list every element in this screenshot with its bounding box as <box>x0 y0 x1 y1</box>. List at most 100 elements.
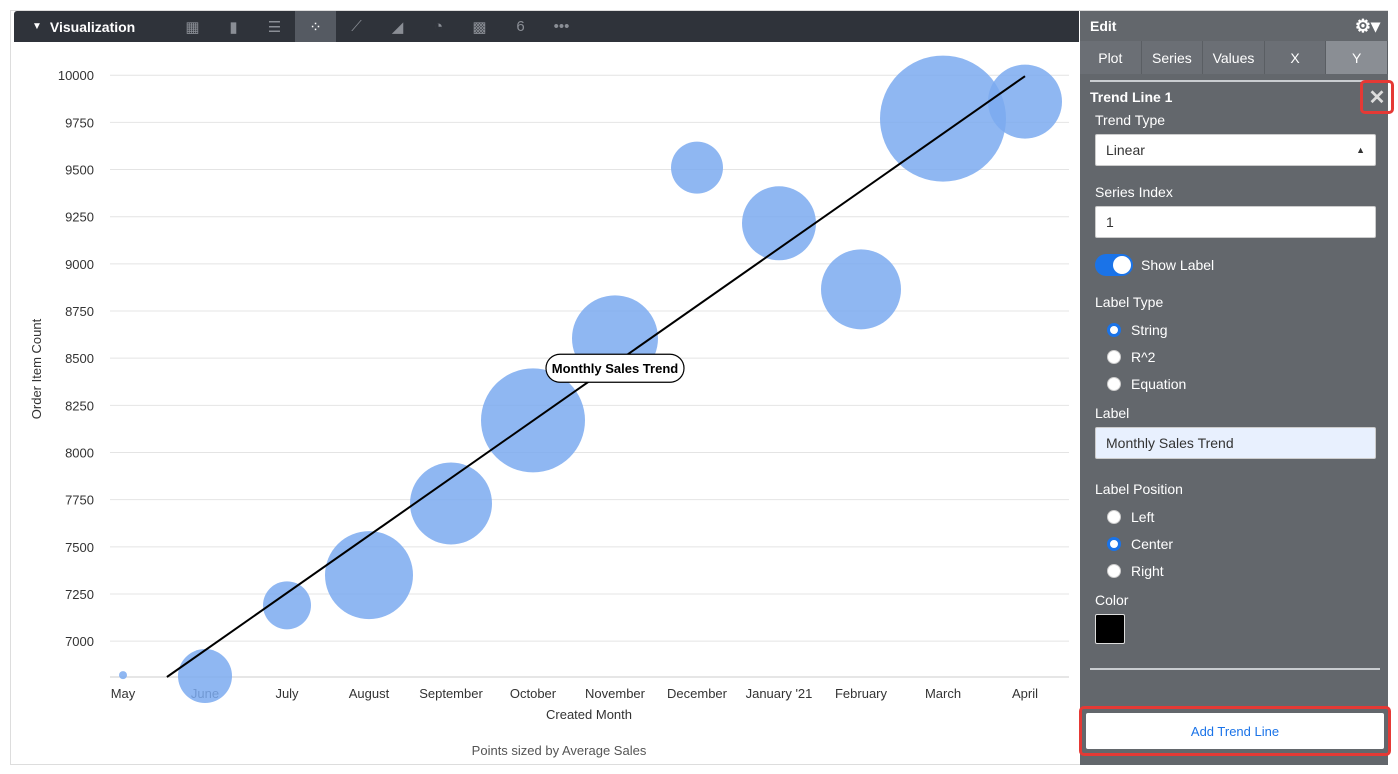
radio-label: Right <box>1131 562 1164 579</box>
trend-type-value: Linear <box>1106 142 1145 158</box>
scatter-chart-icon[interactable]: ⁘ <box>295 11 336 42</box>
label-type-label: Label Type <box>1095 294 1164 310</box>
y-tick-label: 8000 <box>65 446 94 461</box>
divider <box>1090 668 1380 670</box>
tab-y[interactable]: Y <box>1326 41 1388 74</box>
bubble[interactable] <box>410 462 492 545</box>
map-icon[interactable]: ▩ <box>472 18 487 36</box>
x-tick-label: October <box>510 686 557 701</box>
label-position-label: Label Position <box>1095 481 1183 497</box>
radio-button[interactable] <box>1107 509 1121 524</box>
bar-chart-icon[interactable]: ☰ <box>267 18 282 36</box>
radio-equation[interactable]: Equation <box>1080 370 1388 397</box>
radio-button[interactable] <box>1107 349 1121 364</box>
show-label-toggle[interactable] <box>1095 254 1133 276</box>
bubble[interactable] <box>178 649 232 704</box>
radio-right[interactable]: Right <box>1080 557 1388 584</box>
tab-series[interactable]: Series <box>1142 41 1204 74</box>
label-value: Monthly Sales Trend <box>1106 435 1234 451</box>
show-label-text: Show Label <box>1141 257 1215 273</box>
x-tick-label: December <box>667 686 728 701</box>
trend-label: Monthly Sales Trend <box>552 361 678 376</box>
bubble[interactable] <box>263 581 311 630</box>
radio-button[interactable] <box>1107 563 1121 578</box>
x-axis-title: Created Month <box>546 707 632 722</box>
trend-line-title: Trend Line 1 <box>1090 89 1173 105</box>
y-axis-title: Order Item Count <box>29 318 44 419</box>
bubble[interactable] <box>119 671 127 680</box>
tab-x[interactable]: X <box>1265 41 1327 74</box>
pie-chart-icon[interactable]: ◔ <box>433 18 444 35</box>
remove-trend-line-button[interactable]: ✕ <box>1360 80 1394 114</box>
radio-label: Left <box>1131 508 1155 525</box>
color-label: Color <box>1095 592 1129 608</box>
add-trend-line-button[interactable]: Add Trend Line <box>1086 713 1384 749</box>
visualization-title: Visualization <box>49 18 136 35</box>
bubble[interactable] <box>671 141 723 194</box>
series-index-value: 1 <box>1106 214 1114 230</box>
color-swatch[interactable] <box>1095 614 1125 644</box>
bubble[interactable] <box>988 64 1062 139</box>
radio-label: Center <box>1131 535 1174 552</box>
radio-r2[interactable]: R^2 <box>1080 343 1388 370</box>
more-icon[interactable]: ••• <box>553 18 570 35</box>
y-tick-label: 7500 <box>65 540 94 555</box>
trend-type-label: Trend Type <box>1095 112 1166 128</box>
y-tick-label: 9250 <box>65 210 94 225</box>
edit-panel: Edit ⚙▾ Plot Series Values X Y Trend Line 1 ✕ … <box>1080 11 1394 765</box>
x-tick-label: July <box>275 686 299 701</box>
bubble[interactable] <box>821 249 901 330</box>
single-value-icon[interactable]: 6 <box>516 18 525 35</box>
radio-label: Equation <box>1131 375 1187 392</box>
x-tick-label: November <box>585 686 646 701</box>
radio-string[interactable]: String <box>1080 316 1388 343</box>
radio-left[interactable]: Left <box>1080 503 1388 530</box>
series-index-input[interactable]: 1 <box>1095 206 1376 238</box>
close-icon: ✕ <box>1368 86 1386 109</box>
line-chart-icon[interactable]: ⟋ <box>351 18 362 35</box>
area-chart-icon[interactable]: ◢ <box>391 18 404 36</box>
y-tick-label: 7250 <box>65 587 94 602</box>
x-tick-label: May <box>111 686 136 701</box>
panel-title: Edit <box>1090 18 1117 34</box>
trend-type-select[interactable]: Linear ▲ <box>1095 134 1376 166</box>
tab-values[interactable]: Values <box>1203 41 1265 74</box>
series-index-label: Series Index <box>1095 184 1173 200</box>
y-tick-label: 8250 <box>65 398 94 413</box>
column-chart-icon[interactable]: ▮ <box>229 18 238 36</box>
radio-label: String <box>1131 321 1168 338</box>
x-tick-label: February <box>835 686 888 701</box>
gear-icon[interactable]: ⚙▾ <box>1354 15 1380 36</box>
y-tick-label: 9000 <box>65 257 94 272</box>
bubble[interactable] <box>742 186 816 261</box>
y-tick-label: 9500 <box>65 163 94 178</box>
bubble[interactable] <box>880 55 1006 182</box>
bubble[interactable] <box>325 531 413 620</box>
radio-button[interactable] <box>1107 376 1121 391</box>
x-tick-label: August <box>349 686 390 701</box>
y-tick-label: 10000 <box>58 68 94 83</box>
select-arrows-icon: ▲ <box>1356 145 1365 155</box>
radio-label: R^2 <box>1131 348 1156 365</box>
radio-button[interactable] <box>1107 322 1121 337</box>
visualization-toggle[interactable]: ▼ Visualization <box>32 19 172 35</box>
x-tick-label: September <box>419 686 483 701</box>
y-tick-label: 8500 <box>65 351 94 366</box>
y-tick-label: 8750 <box>65 304 94 319</box>
label-label: Label <box>1095 405 1130 421</box>
visualization-toolbar: ▼ Visualization ▦ ▮ ☰ ⁘ ⟋ ◢ ◔ ▩ 6 ••• <box>14 11 1079 42</box>
y-tick-label: 7000 <box>65 634 94 649</box>
caret-down-icon: ▼ <box>32 21 42 32</box>
trend-label-box <box>545 353 685 383</box>
table-icon[interactable]: ▦ <box>185 18 200 36</box>
x-tick-label: March <box>925 686 961 701</box>
y-tick-label: 7750 <box>65 493 94 508</box>
radio-center[interactable]: Center <box>1080 530 1388 557</box>
size-footnote: Points sized by Average Sales <box>472 743 647 758</box>
y-tick-label: 9750 <box>65 115 94 130</box>
tab-plot[interactable]: Plot <box>1080 41 1142 74</box>
label-input[interactable]: Monthly Sales Trend <box>1095 427 1376 459</box>
divider <box>1090 80 1378 82</box>
radio-button[interactable] <box>1107 536 1121 551</box>
x-tick-label: April <box>1012 686 1038 701</box>
